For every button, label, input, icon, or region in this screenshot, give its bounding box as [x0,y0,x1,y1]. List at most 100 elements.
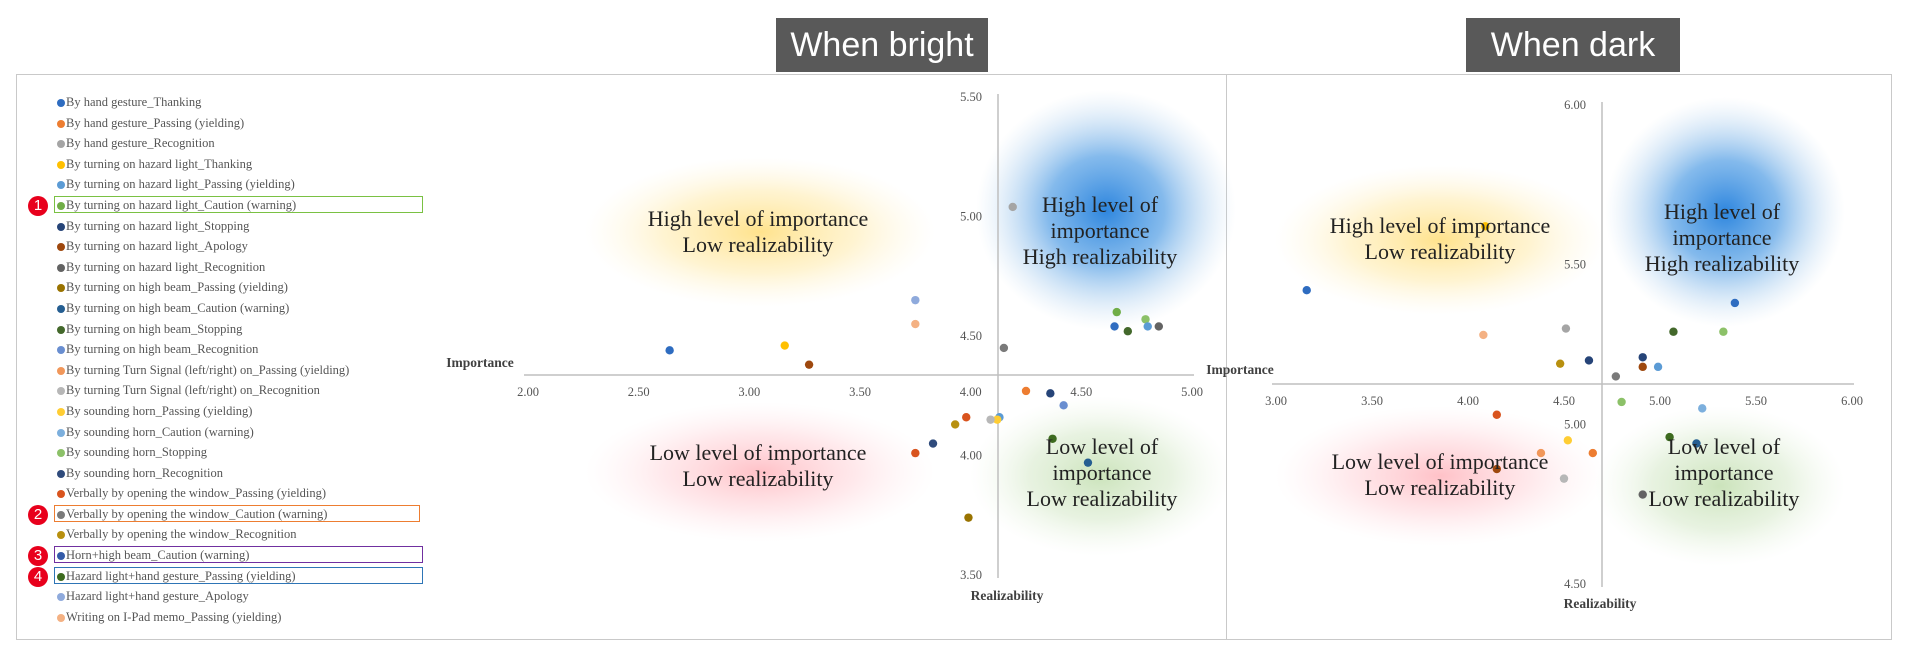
data-point [1481,222,1490,231]
legend-marker [57,140,65,149]
legend-item: By turning on high beam_Stopping [24,319,404,340]
data-point [1719,327,1728,336]
legend-label: By turning on hazard light_Passing (yiel… [66,177,295,192]
x-axis-title: Importance [446,355,514,370]
quadrant-label: High level of [1042,192,1159,217]
legend-item: 2 Verbally by opening the window_Caution … [24,504,420,525]
data-point [1048,434,1057,443]
y-tick-label: 3.50 [960,568,982,582]
quadrant-glow-blue [1605,97,1845,327]
data-point [1665,432,1674,442]
data-point [1008,202,1017,212]
legend-item: Verbally by opening the window_Passing (… [24,483,404,504]
quadrant-glow-red [585,402,935,542]
legend-marker [57,304,65,313]
quadrant-label: Low level of importance [650,440,867,465]
quadrant-label: Low level of [1668,434,1781,459]
legend-item: By sounding horn_Recognition [24,463,404,484]
legend-marker [57,346,65,355]
legend-label: Hazard light+hand gesture_Apology [66,589,249,604]
quadrant-label: High realizability [1023,244,1178,269]
data-point [780,341,789,350]
data-point [1692,439,1701,448]
legend-item: By turning on hazard light_Passing (yiel… [24,174,404,195]
legend-marker [57,490,65,499]
data-point [964,513,973,522]
data-point [1154,322,1164,331]
data-point [1698,404,1707,413]
data-point [1669,327,1678,336]
legend-label: By turning Turn Signal (left/right) on_R… [66,383,320,398]
data-point [993,415,1002,424]
data-point [1611,372,1621,381]
data-point [804,360,814,369]
legend-label: By turning on hazard light_Apology [66,239,248,254]
data-point [1563,436,1573,445]
quadrant-glow-red [1275,406,1605,546]
data-point [999,343,1009,353]
legend-marker [57,222,65,231]
legend-badge: 4 [28,566,48,587]
legend-marker [57,119,65,128]
quadrant-label: importance [1053,460,1152,485]
data-point [1638,353,1647,362]
legend-label: By hand gesture_Passing (yielding) [66,115,245,130]
data-point [1588,448,1598,458]
quadrant-label: High level of importance [648,206,869,231]
quadrant-glow-blue [976,90,1236,330]
legend-item: By hand gesture_Passing (yielding) [24,113,404,134]
legend-marker [57,387,65,396]
legend-badge: 3 [28,546,48,567]
legend-item: By sounding horn_Caution (warning) [24,422,404,443]
y-tick-label: 5.00 [1564,417,1586,431]
legend-item: 3 Horn+high beam_Caution (warning) [24,545,423,567]
quadrant-glow-green [970,396,1230,556]
legend-item: Writing on I-Pad memo_Passing (yielding) [24,607,404,628]
y-axis-title: Realizability [971,588,1044,603]
quadrant-label: Low realizability [683,232,834,257]
quadrant-label: importance [1051,218,1150,243]
legend-marker [57,449,65,458]
x-tick-label: 3.00 [1265,394,1287,408]
legend-marker [57,366,65,375]
legend-item: By turning on high beam_Recognition [24,339,404,360]
x-tick-label: 4.50 [1553,394,1575,408]
data-point [1617,397,1626,407]
quadrant-label: Low realizability [1649,486,1800,511]
legend-marker [57,181,65,190]
y-tick-label: 4.00 [960,449,982,463]
quadrant-glow-green [1595,406,1845,566]
legend-label: Writing on I-Pad memo_Passing (yielding) [66,609,282,624]
quadrant-label: Low realizability [1365,239,1516,264]
data-point [1083,458,1093,467]
legend-marker [57,613,65,622]
data-point [928,439,938,448]
x-tick-label: 3.00 [738,385,760,399]
legend-label: By sounding horn_Passing (yielding) [66,403,253,418]
data-point [1536,448,1546,458]
title-when-bright: When bright [776,18,988,72]
panel-divider [1226,74,1227,640]
legend: By hand gesture_Thanking By hand gesture_… [24,92,423,628]
data-point [1638,490,1647,499]
title-when-dark: When dark [1466,18,1680,72]
data-point [1112,307,1121,317]
legend-item: 4 Hazard light+hand gesture_Passing (yiel… [24,566,423,587]
quadrant-label: Low realizability [683,466,834,491]
y-tick-label: 5.50 [960,90,982,104]
data-point [1584,356,1594,365]
data-point [950,420,960,429]
legend-item: By turning Turn Signal (left/right) on_R… [24,380,404,401]
data-point [1638,362,1647,372]
figure-frame [16,74,1892,640]
data-point [1021,386,1031,396]
legend-marker [57,263,65,272]
x-tick-label: 4.00 [1457,394,1479,408]
data-point [1559,474,1569,483]
x-tick-label: 4.50 [1070,385,1092,399]
legend-item: Verbally by opening the window_Recogniti… [24,524,404,545]
data-point [665,346,674,355]
data-point [1141,315,1150,324]
data-point [1302,286,1311,295]
legend-label: By sounding horn_Stopping [66,445,207,460]
